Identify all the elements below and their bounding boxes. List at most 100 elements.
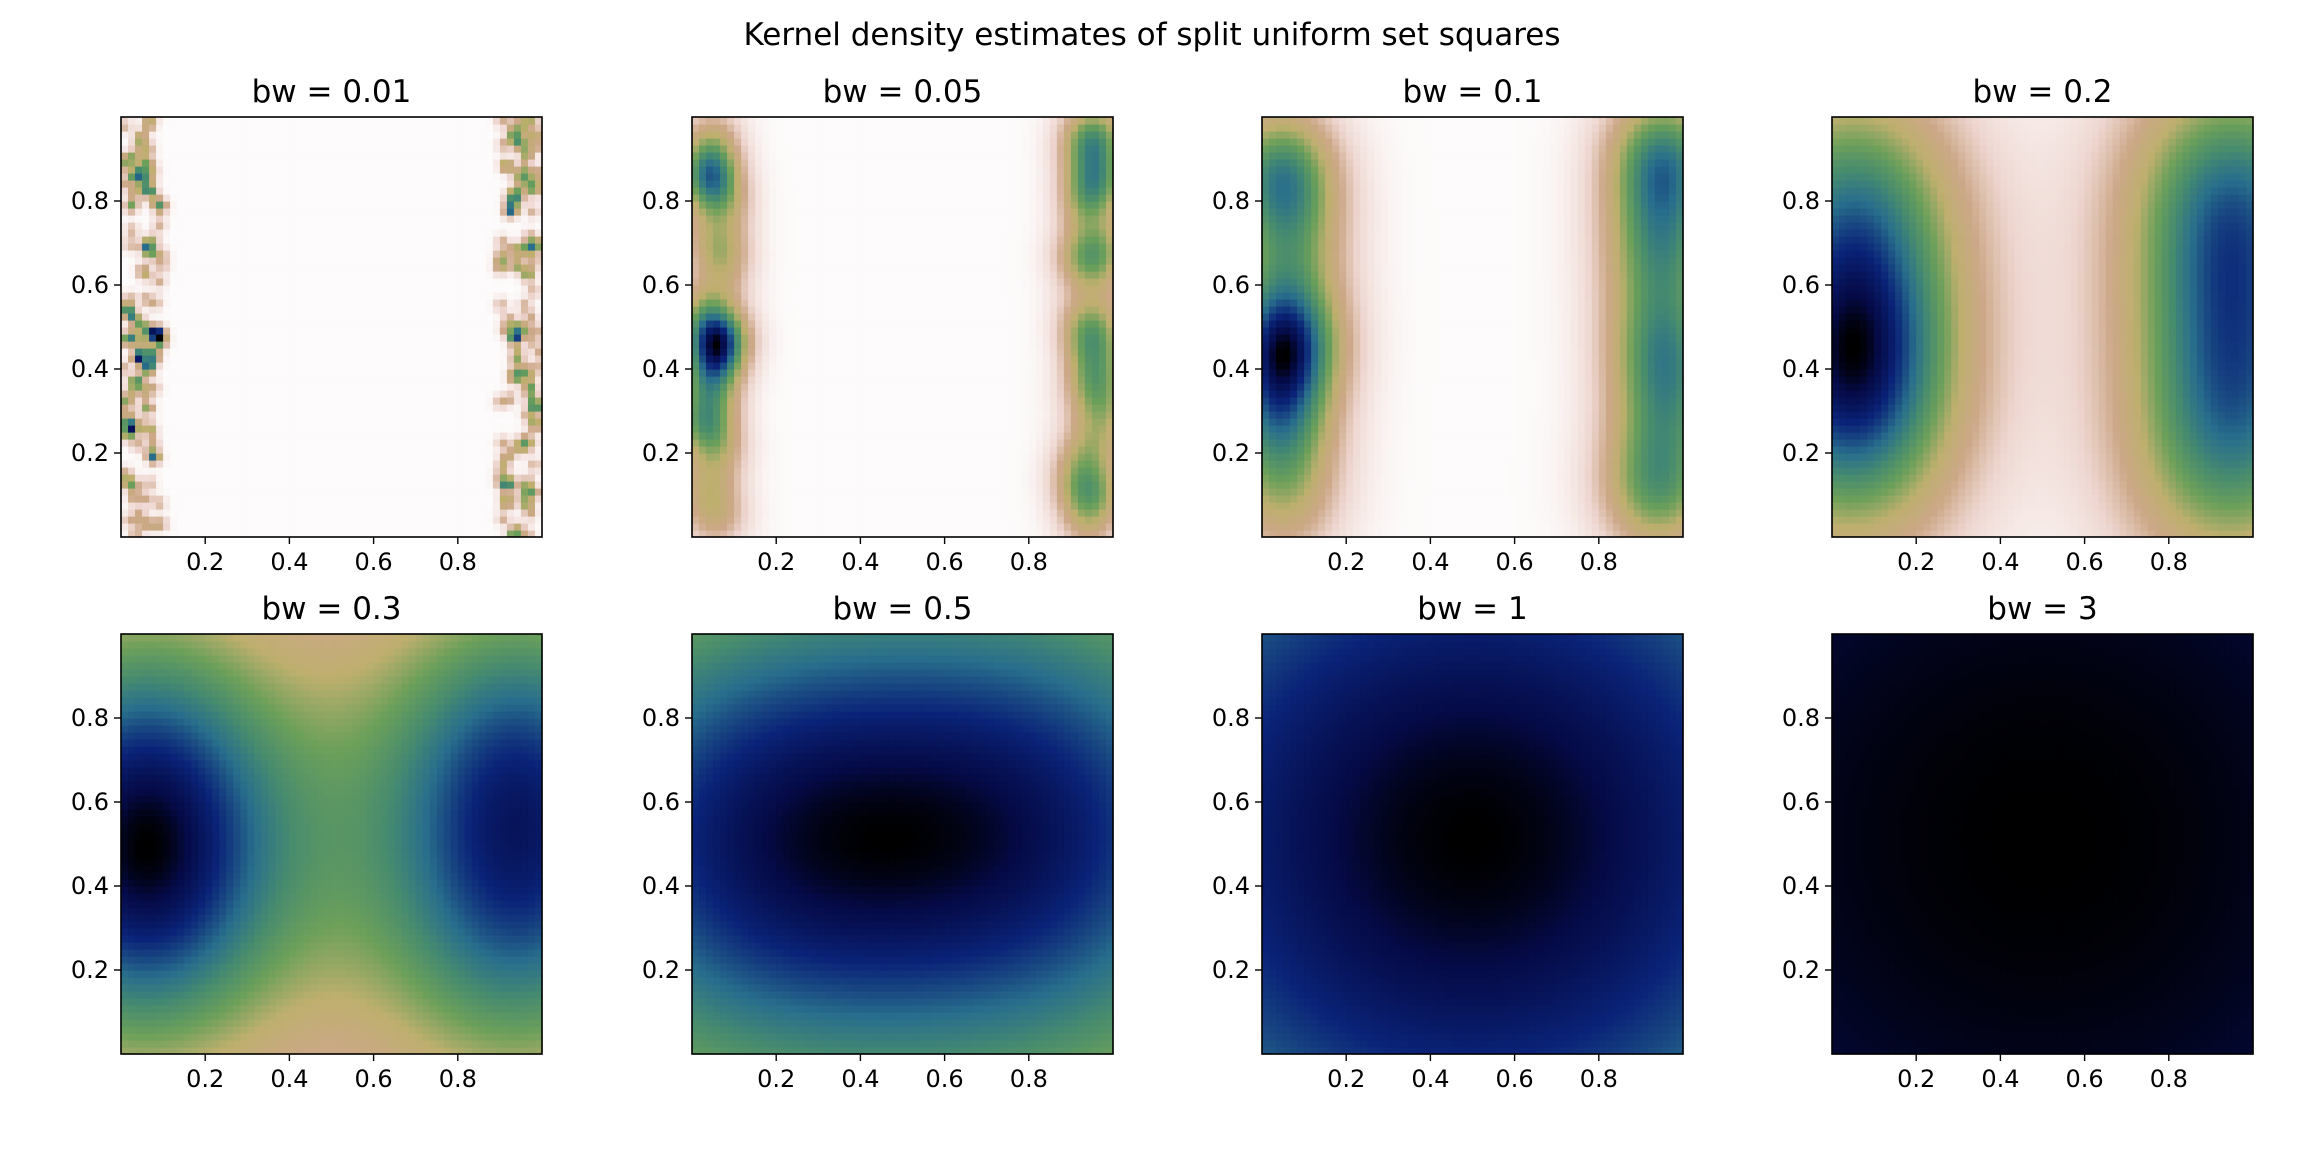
heatmap-cell <box>240 145 248 153</box>
heatmap-cell <box>339 313 347 321</box>
heatmap-cell <box>268 152 276 160</box>
heatmap-cell <box>317 495 325 503</box>
heatmap-cell <box>416 243 424 251</box>
heatmap-cell <box>994 418 1002 426</box>
heatmap-cell <box>444 432 452 440</box>
heatmap-cell <box>1029 397 1037 405</box>
heatmap-cell <box>528 411 536 419</box>
heatmap-cell <box>514 117 522 125</box>
heatmap-cell <box>1064 418 1072 426</box>
heatmap-cell <box>458 369 466 377</box>
heatmap-cell <box>247 411 255 419</box>
heatmap-cell <box>493 257 501 265</box>
heatmap-cell <box>296 362 304 370</box>
heatmap-cell <box>1057 383 1065 391</box>
heatmap-cell <box>317 138 325 146</box>
heatmap-cell <box>360 383 368 391</box>
heatmap-cell <box>163 166 171 174</box>
heatmap-cell <box>486 313 494 321</box>
heatmap-cell <box>254 201 262 209</box>
heatmap-cell <box>310 320 318 328</box>
heatmap-cell <box>163 131 171 139</box>
heatmap-cell <box>1071 376 1079 384</box>
heatmap-cell <box>430 446 438 454</box>
heatmap-cell <box>790 495 798 503</box>
heatmap-cell <box>1050 439 1058 447</box>
heatmap-cell <box>444 250 452 258</box>
heatmap-cell <box>720 502 728 510</box>
heatmap-cell <box>514 208 522 216</box>
heatmap-cell <box>1064 453 1072 461</box>
heatmap-cell <box>776 516 784 524</box>
heatmap-cell <box>163 495 171 503</box>
heatmap-cell <box>360 348 368 356</box>
heatmap-cell <box>170 173 178 181</box>
heatmap-cell <box>170 271 178 279</box>
heatmap-cell <box>388 348 396 356</box>
heatmap-cell <box>226 208 234 216</box>
heatmap-cell <box>184 341 192 349</box>
heatmap-cell <box>254 341 262 349</box>
heatmap-cell <box>332 229 340 237</box>
heatmap-cell <box>353 460 361 468</box>
heatmap-cell <box>226 285 234 293</box>
heatmap-cell <box>374 397 382 405</box>
heatmap-cell <box>191 460 199 468</box>
heatmap-cell <box>289 264 297 272</box>
heatmap-cell <box>973 411 981 419</box>
heatmap-cell <box>479 362 487 370</box>
heatmap-cell <box>437 187 445 195</box>
heatmap-cell <box>205 509 213 517</box>
heatmap-cell <box>374 306 382 314</box>
heatmap-cell <box>917 460 925 468</box>
heatmap-cell <box>486 257 494 265</box>
heatmap-cell <box>1099 488 1107 496</box>
heatmap-cell <box>324 299 332 307</box>
heatmap-cell <box>1029 488 1037 496</box>
heatmap-cell <box>727 474 735 482</box>
heatmap-cell <box>332 264 340 272</box>
heatmap-cell <box>692 467 700 475</box>
heatmap-cell <box>1050 516 1058 524</box>
heatmap-cell <box>706 467 714 475</box>
heatmap-cell <box>388 467 396 475</box>
heatmap-cell <box>332 215 340 223</box>
heatmap-cell <box>486 397 494 405</box>
heatmap-cell <box>804 439 812 447</box>
heatmap-cell <box>219 432 227 440</box>
heatmap-cell <box>402 460 410 468</box>
heatmap-cell <box>177 376 185 384</box>
heatmap-cell <box>507 327 515 335</box>
heatmap-cell <box>374 362 382 370</box>
heatmap-cell <box>142 292 150 300</box>
heatmap-cell <box>381 425 389 433</box>
heatmap-cell <box>776 439 784 447</box>
heatmap-cell <box>317 313 325 321</box>
heatmap-cell <box>472 411 480 419</box>
heatmap-cell <box>275 446 283 454</box>
heatmap-cell <box>825 467 833 475</box>
heatmap-cell <box>465 439 473 447</box>
heatmap-cell <box>388 159 396 167</box>
heatmap-cell <box>437 495 445 503</box>
heatmap-cell <box>395 194 403 202</box>
heatmap-cell <box>177 285 185 293</box>
heatmap-cell <box>451 229 459 237</box>
heatmap-cell <box>191 376 199 384</box>
heatmap-cell <box>184 390 192 398</box>
heatmap-cell <box>184 516 192 524</box>
heatmap-cell <box>931 404 939 412</box>
heatmap-cell <box>163 383 171 391</box>
heatmap-cell <box>142 362 150 370</box>
heatmap-cell <box>1064 488 1072 496</box>
heatmap-cell <box>755 432 763 440</box>
heatmap-cell <box>430 166 438 174</box>
heatmap-cell <box>289 145 297 153</box>
heatmap-cell <box>472 481 480 489</box>
heatmap-cell <box>332 439 340 447</box>
heatmap-cell <box>374 236 382 244</box>
heatmap-cell <box>465 124 473 132</box>
heatmap-cell <box>381 495 389 503</box>
heatmap-cell <box>198 453 206 461</box>
heatmap-cell <box>310 418 318 426</box>
